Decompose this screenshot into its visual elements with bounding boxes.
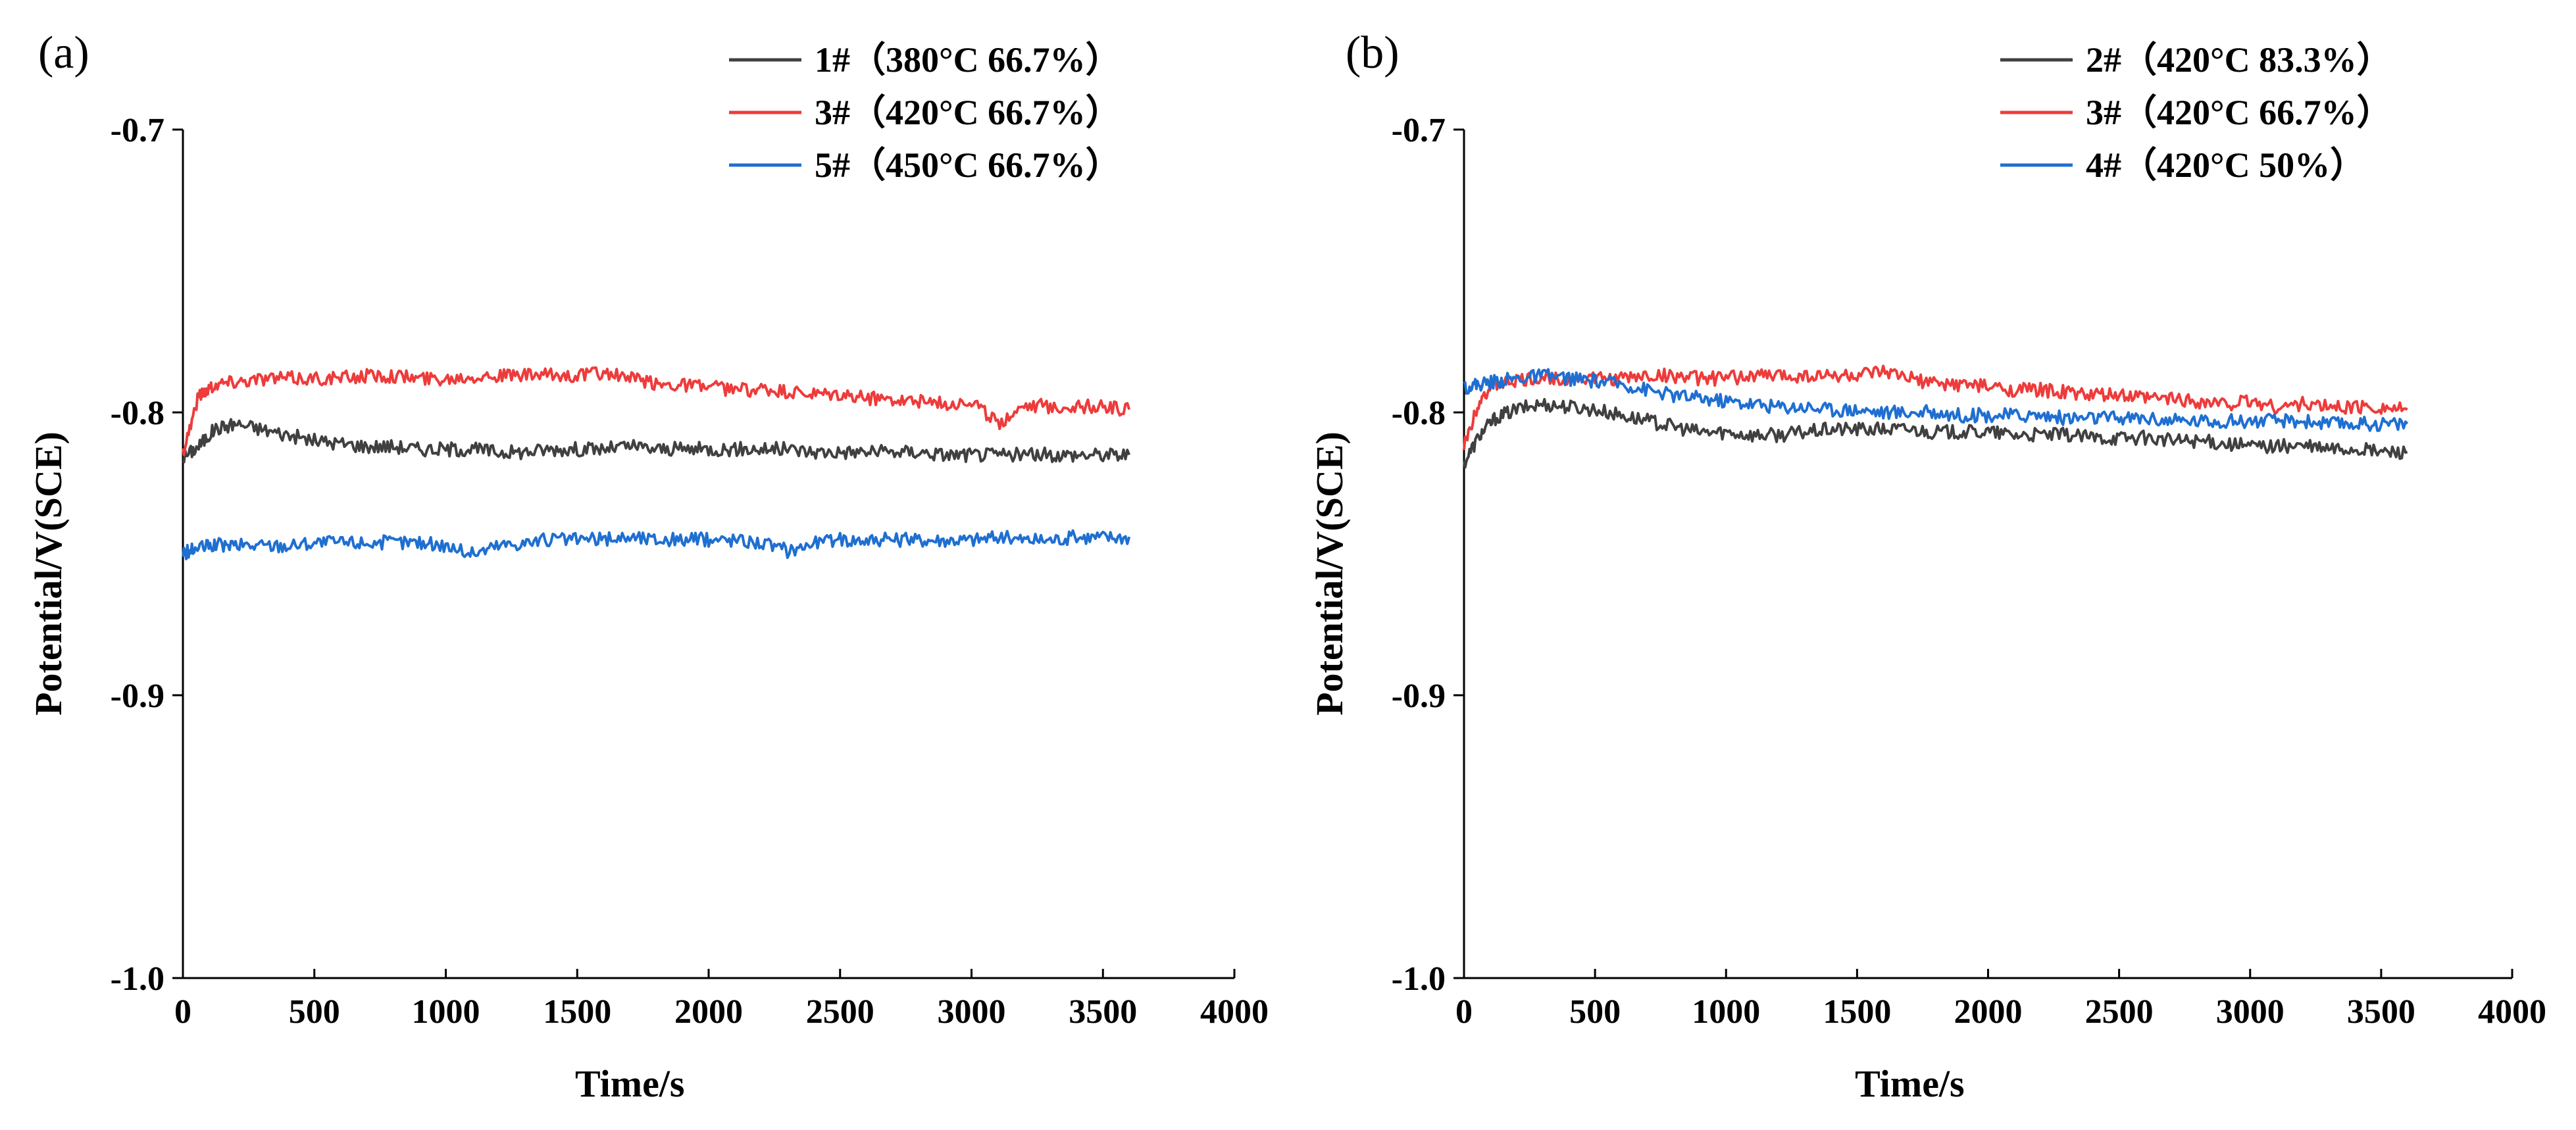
x-tick-label: 2000 [674, 993, 743, 1031]
legend-entry-1: 2#（420°C 83.3%） [2086, 40, 2392, 80]
x-tick-label: 2500 [2085, 993, 2154, 1031]
x-tick-label: 2000 [1954, 993, 2023, 1031]
series-line-3 [182, 529, 1131, 560]
x-axis-title: Time/s [1855, 1062, 1965, 1105]
series-line-3 [1463, 368, 2409, 432]
y-tick-label: -0.7 [111, 112, 164, 149]
panel-b: (b) 0 500 1000 1500 2000 2500 3000 3500 4000 -1.0 -… [1308, 28, 2546, 1105]
y-tick-label: -1.0 [111, 960, 164, 998]
legend-entry-3: 4#（420°C 50%） [2086, 145, 2365, 185]
series-line-1 [1463, 398, 2408, 469]
x-axis-title: Time/s [575, 1062, 685, 1105]
x-tick-label: 2500 [806, 993, 874, 1031]
x-tick-label: 3000 [938, 993, 1006, 1031]
series-line-1 [182, 418, 1131, 464]
x-tick-label: 500 [1569, 993, 1621, 1031]
series-line-2 [182, 366, 1131, 456]
legend-entry-2: 3#（420°C 66.7%） [815, 93, 1121, 132]
y-tick-label: -0.7 [1392, 112, 1446, 149]
x-tick-label: 0 [174, 993, 191, 1031]
x-tick-label: 1500 [1823, 993, 1891, 1031]
y-tick-label: -1.0 [1392, 960, 1446, 998]
x-tick-label: 1000 [1692, 993, 1760, 1031]
x-tick-label: 500 [289, 993, 340, 1031]
panel-label: (a) [38, 28, 89, 78]
y-tick-label: -0.9 [1392, 677, 1446, 715]
x-tick-label: 4000 [2478, 993, 2546, 1031]
x-tick-label: 3000 [2216, 993, 2285, 1031]
x-tick-label: 1000 [412, 993, 480, 1031]
x-tick-label: 3500 [2347, 993, 2415, 1031]
y-tick-label: -0.8 [1392, 395, 1446, 432]
x-tick-label: 4000 [1200, 993, 1269, 1031]
series-line-2 [1463, 364, 2408, 451]
panel-label: (b) [1346, 28, 1400, 78]
y-axis-title: Potential/V(SCE) [1308, 431, 1351, 716]
x-tick-label: 3500 [1069, 993, 1137, 1031]
legend-entry-1: 1#（380°C 66.7%） [815, 40, 1121, 80]
x-tick-label: 0 [1455, 993, 1473, 1031]
panel-a: (a) 0 500 1000 1500 2000 2500 3000 3500 4000 -1.0 -… [27, 28, 1269, 1105]
legend-entry-2: 3#（420°C 66.7%） [2086, 93, 2392, 132]
legend-entry-3: 5#（450°C 66.7%） [815, 145, 1121, 185]
y-tick-label: -0.8 [111, 395, 164, 432]
y-tick-label: -0.9 [111, 677, 164, 715]
x-tick-label: 1500 [543, 993, 611, 1031]
y-axis-title: Potential/V(SCE) [27, 431, 70, 716]
